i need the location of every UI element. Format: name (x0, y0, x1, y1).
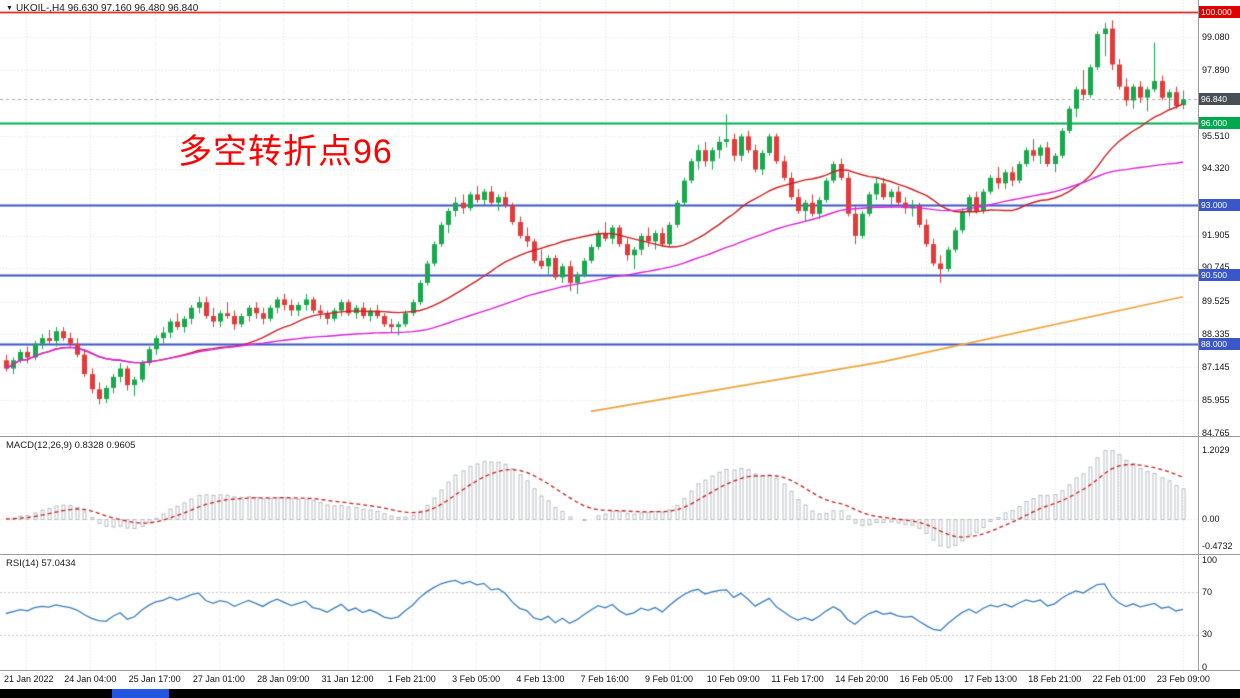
price-badge: 96.000 (1199, 116, 1240, 129)
price-tick-label: 97.890 (1202, 64, 1230, 75)
date-label: 9 Feb 01:00 (644, 674, 694, 684)
chart-title: ▼ UKOIL-,H4 96.630 97.160 96.480 96.840 (6, 3, 198, 14)
taskbar-item[interactable] (112, 689, 169, 698)
price-tick-label: 90.745 (1202, 262, 1230, 273)
date-label: 11 Feb 17:00 (771, 674, 824, 684)
date-label: 21 Jan 2022 (4, 674, 54, 684)
date-label: 28 Jan 09:00 (257, 674, 310, 684)
date-label: 18 Feb 21:00 (1028, 674, 1082, 684)
price-badge: 100.000 (1199, 6, 1240, 18)
macd-tick-label: 1.2029 (1202, 444, 1230, 455)
price-tick-label: 94.320 (1202, 163, 1230, 174)
price-tick-label: 85.955 (1202, 394, 1230, 405)
macd-tick-label: 0.00 (1202, 513, 1220, 524)
rsi-tick-label: 70 (1202, 586, 1213, 597)
date-label: 25 Jan 17:00 (128, 674, 181, 684)
macd-tick-label: -0.4732 (1202, 540, 1233, 551)
date-label: 10 Feb 09:00 (706, 674, 760, 684)
price-badge: 88.000 (1199, 337, 1240, 350)
chart-title-text: UKOIL-,H4 96.630 97.160 96.480 96.840 (15, 3, 199, 14)
date-label: 27 Jan 01:00 (192, 674, 245, 684)
macd-indicator-label: MACD(12,26,9) 0.8328 0.9605 (6, 440, 136, 451)
panel-separator (0, 670, 1240, 671)
date-label: 14 Feb 20:00 (835, 674, 889, 684)
price-tick-label: 87.145 (1202, 361, 1230, 372)
date-label: 22 Feb 01:00 (1092, 674, 1146, 684)
price-badge: 90.500 (1199, 268, 1240, 281)
price-tick-label: 91.905 (1202, 230, 1230, 241)
macd-panel-canvas[interactable] (0, 437, 1198, 554)
ohlc-toggle-icon[interactable]: ▼ (6, 5, 13, 12)
rsi-tick-label: 0 (1202, 661, 1208, 672)
price-tick-label: 99.080 (1202, 31, 1230, 42)
panel-separator[interactable] (0, 436, 1240, 437)
date-label: 3 Feb 05:00 (452, 674, 501, 684)
taskbar (0, 689, 1240, 698)
price-tick-label: 88.335 (1202, 328, 1230, 339)
date-label: 31 Jan 12:00 (321, 674, 374, 684)
price-chart-canvas[interactable] (0, 0, 1198, 436)
panel-separator[interactable] (0, 554, 1240, 555)
rsi-panel-canvas[interactable] (0, 555, 1198, 670)
rsi-indicator-label: RSI(14) 57.0434 (6, 558, 76, 569)
price-badge: 93.000 (1199, 199, 1240, 212)
date-label: 4 Feb 13:00 (516, 674, 565, 684)
date-label: 24 Jan 04:00 (64, 674, 117, 684)
price-tick-label: 95.510 (1202, 130, 1230, 141)
price-tick-label: 89.525 (1202, 296, 1230, 307)
rsi-tick-label: 30 (1202, 629, 1213, 640)
date-label: 17 Feb 13:00 (963, 674, 1018, 684)
date-label: 1 Feb 21:00 (387, 674, 436, 684)
axis-separator (1198, 0, 1199, 670)
price-tick-label: 84.765 (1202, 427, 1230, 438)
date-label: 7 Feb 16:00 (580, 674, 629, 684)
chart-annotation-text[interactable]: 多空转折点96 (178, 133, 393, 171)
price-badge: 96.840 (1199, 93, 1240, 106)
date-label: 16 Feb 05:00 (899, 674, 953, 684)
rsi-tick-label: 100 (1202, 554, 1218, 565)
date-label: 23 Feb 09:00 (1156, 674, 1210, 684)
